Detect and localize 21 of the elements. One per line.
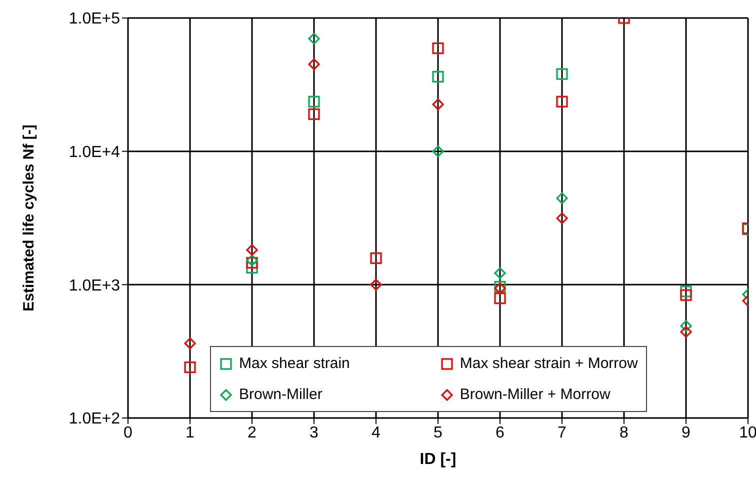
x-tick-label: 7 [558,424,567,442]
legend-label: Brown-Miller [239,386,322,403]
x-tick-label: 2 [248,424,257,442]
y-tick-label: 1.0E+4 [68,144,120,162]
x-tick-label: 9 [682,424,691,442]
x-tick-label: 1 [186,424,195,442]
x-tick-label: 10 [739,424,756,442]
x-tick-label: 4 [372,424,381,442]
legend-label: Max shear strain + Morrow [460,355,638,372]
x-tick-label: 3 [310,424,319,442]
x-tick-label: 5 [434,424,443,442]
x-axis-title: ID [-] [420,451,456,468]
x-tick-label: 0 [124,424,133,442]
y-tick-label: 1.0E+2 [68,410,120,428]
x-tick-label: 6 [496,424,505,442]
y-tick-label: 1.0E+5 [68,10,120,28]
y-tick-label: 1.0E+3 [68,277,120,294]
legend-label: Max shear strain [239,355,350,372]
y-axis-title: Estimated life cycles Nf [-] [20,124,38,312]
x-tick-label: 8 [620,424,629,442]
legend-label: Brown-Miller + Morrow [460,386,610,403]
